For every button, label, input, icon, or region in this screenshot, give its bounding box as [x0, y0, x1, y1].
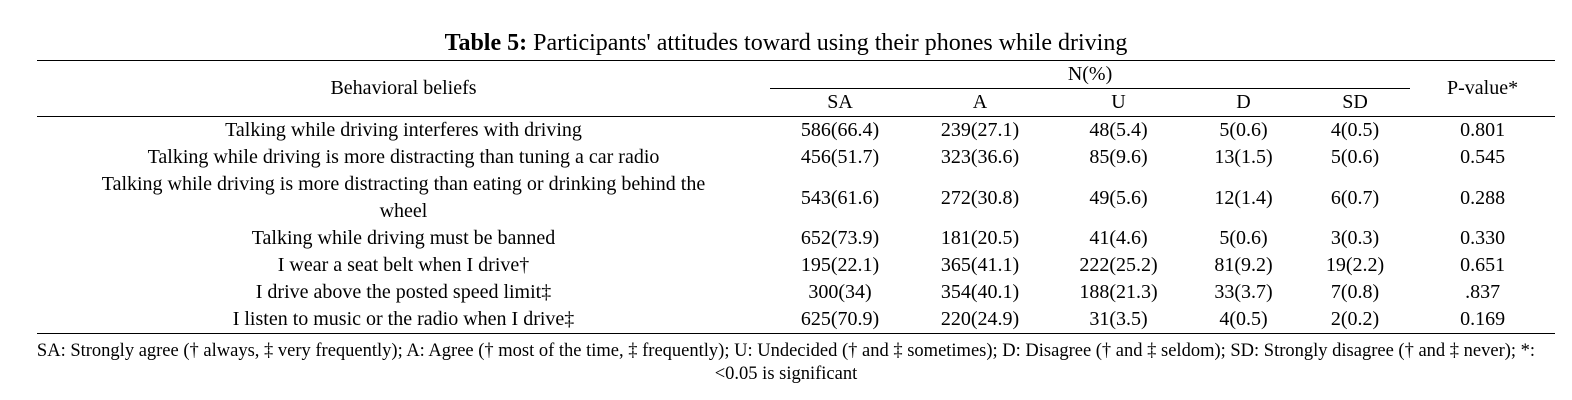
table-cell: 0.651: [1460, 254, 1506, 276]
table-cell: 220(24.9): [940, 308, 1020, 330]
table-cell: 543(61.6): [800, 186, 880, 209]
table-cell: 586(66.4): [800, 119, 880, 141]
table-cell: 195(22.1): [800, 254, 880, 276]
table: Behavioral beliefs N(%) P-value* SA A U D SD…: [37, 60, 1556, 334]
table-row: Talking while driving must be banned 652(…: [37, 225, 1555, 252]
table-cell: 7(0.8): [1330, 281, 1380, 303]
table-cell: Talking while driving must be banned: [251, 227, 556, 249]
table-cell: 0.545: [1460, 146, 1506, 168]
table-cell: 323(36.6): [940, 146, 1020, 168]
table-cell: 0.288: [1460, 186, 1506, 209]
table-cell: 300(34): [808, 281, 872, 303]
header-cell: SD: [1342, 91, 1368, 113]
table-cell: I wear a seat belt when I drive†: [277, 254, 530, 276]
table-cell: 5(0.6): [1330, 146, 1380, 168]
table-cell: Talking while driving interferes with dr…: [225, 119, 582, 141]
table-cell: 181(20.5): [940, 227, 1020, 249]
table-cell: 3(0.3): [1330, 227, 1380, 249]
table-cell: 652(73.9): [800, 227, 880, 249]
table-cell: 81(9.2): [1214, 254, 1273, 276]
table-cell: 13(1.5): [1214, 146, 1273, 168]
table-cell: .837: [1465, 281, 1501, 303]
header-cell: U: [1111, 91, 1126, 113]
table-cell: 85(9.6): [1089, 146, 1148, 168]
table-cell: Talking while driving is more distractin…: [101, 173, 706, 222]
table-cell: 31(3.5): [1089, 308, 1148, 330]
table-cell: 48(5.4): [1089, 119, 1148, 141]
table-row: Talking while driving is more distractin…: [37, 144, 1555, 171]
table-row: I drive above the posted speed limit‡ 300…: [37, 279, 1555, 306]
table-cell: 188(21.3): [1079, 281, 1158, 303]
table-row: Talking while driving interferes with dr…: [37, 117, 1555, 145]
table-cell: I drive above the posted speed limit‡: [255, 281, 552, 303]
table-cell: 5(0.6): [1219, 227, 1268, 249]
table-cell: 41(4.6): [1089, 227, 1148, 249]
table-title: Table 5: Participants' attitudes toward …: [0, 28, 1572, 58]
table-cell: 456(51.7): [800, 146, 880, 168]
table-cell: 4(0.5): [1219, 308, 1268, 330]
table-cell: 365(41.1): [940, 254, 1020, 276]
table-cell: 222(25.2): [1079, 254, 1158, 276]
table-cell: 33(3.7): [1214, 281, 1273, 303]
header-row: SA A U D SD: [37, 89, 1555, 117]
header-cell: P-value*: [1447, 77, 1519, 99]
table-cell: 2(0.2): [1330, 308, 1380, 330]
table-row: Talking while driving is more distractin…: [37, 171, 1555, 225]
table-cell: 0.330: [1460, 227, 1506, 249]
table-cell: 625(70.9): [800, 308, 880, 330]
table-cell: 0.801: [1460, 119, 1506, 141]
table-cell: 4(0.5): [1330, 119, 1380, 141]
group-header: N(%): [770, 60, 1411, 89]
title-text: Participants' attitudes toward using the…: [533, 30, 1128, 56]
header-cell: D: [1236, 91, 1251, 113]
table-header: Behavioral beliefs N(%) P-value* SA A U D SD: [37, 60, 1556, 117]
table-cell: Talking while driving is more distractin…: [147, 146, 660, 168]
table-cell: 272(30.8): [940, 186, 1020, 209]
table-cell: 6(0.7): [1330, 186, 1380, 209]
table-cell: 239(27.1): [940, 119, 1020, 141]
table-body: Talking while driving interferes with dr…: [37, 117, 1556, 334]
table-cell: 12(1.4): [1214, 186, 1273, 209]
footnote: SA: Strongly agree († always, ‡ very fre…: [36, 341, 1536, 384]
table-row: I listen to music or the radio when I dr…: [37, 306, 1555, 334]
table-cell: I listen to music or the radio when I dr…: [232, 308, 575, 330]
table-row: I wear a seat belt when I drive† 195(22.1…: [37, 252, 1555, 279]
table-cell: 19(2.2): [1325, 254, 1385, 276]
title-label: Table 5:: [444, 30, 528, 56]
header-cell: A: [972, 91, 988, 113]
table-cell: 354(40.1): [940, 281, 1020, 303]
table-cell: 0.169: [1460, 308, 1506, 330]
table-cell: 49(5.6): [1089, 186, 1148, 209]
header-cell: Behavioral beliefs: [330, 77, 477, 99]
header-row: Behavioral beliefs N(%) P-value*: [37, 60, 1555, 99]
header-cell: SA: [827, 91, 853, 113]
table-cell: 5(0.6): [1219, 119, 1268, 141]
